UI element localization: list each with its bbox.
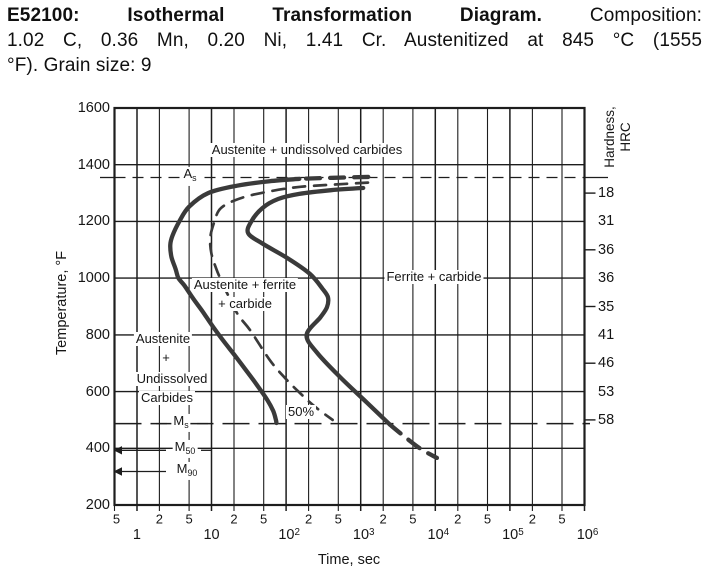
hrc-value-label: 46: [598, 355, 615, 372]
x-axis-minor-tick-label: 5: [185, 511, 193, 527]
y-axis-tick-label: 1000: [77, 270, 110, 287]
caption-line-1: E52100: Isothermal Transformation Diagra…: [7, 3, 702, 28]
hrc-value-label: 31: [598, 213, 615, 230]
curve-fifty-percent-curve: [208, 181, 370, 422]
y-axis-tick-label: 200: [85, 497, 110, 513]
region-label-austenite-ferrite-carbide-line1: Austenite + ferrite: [191, 277, 299, 292]
hrc-value-label: 58: [598, 411, 615, 428]
hrc-value-label: 36: [598, 241, 615, 258]
x-axis-tick-label: 102: [278, 526, 300, 544]
x-axis-tick-label: 103: [352, 526, 375, 544]
x-axis-tick-label: 1: [132, 527, 141, 543]
hrc-value-label: 53: [598, 383, 615, 400]
y-axis-tick-label: 400: [85, 440, 110, 457]
x-axis-minor-tick-label: 5: [558, 511, 566, 527]
x-axis-minor-tick-label: 2: [528, 511, 536, 527]
x-axis-minor-tick-label: 5: [409, 511, 417, 527]
region-label-fifty-percent: 50%: [285, 404, 317, 419]
x-axis-tick-label: 105: [502, 526, 524, 544]
x-axis-minor-tick-label: 2: [230, 511, 238, 527]
hrc-value-label: 18: [598, 185, 615, 202]
region-label-austenite-block-line3: Undissolved: [134, 371, 210, 386]
x-axis-minor-tick-label: 5: [334, 511, 342, 527]
hrc-value-label: 35: [598, 298, 615, 315]
region-label-austenite-block-line4: Carbides: [138, 390, 196, 405]
curve-transformation-finish: [245, 185, 392, 427]
y-axis-title: Temperature, °F: [54, 250, 70, 356]
x-axis-minor-tick-label: 5: [112, 511, 121, 527]
curve-transformation-start-upper: [303, 174, 372, 181]
ref-line-label-Ms: Ms: [171, 412, 191, 432]
region-label-austenite-ferrite-carbide-line2: + carbide: [216, 296, 274, 311]
caption-line-2: 1.02 C, 0.36 Mn, 0.20 Ni, 1.41 Cr. Auste…: [7, 30, 702, 51]
y-axis-tick-label: 600: [85, 383, 110, 400]
x-axis-minor-tick-label: 2: [454, 511, 462, 527]
ref-line-label-M90: M90: [174, 460, 200, 480]
region-label-austenite-block-line1: Austenite: [133, 331, 193, 346]
region-label-ferrite-carbide: Ferrite + carbide: [384, 269, 484, 284]
y-axis-tick-label: 1600: [77, 100, 110, 116]
hrc-value-label: 36: [598, 270, 615, 287]
y-axis-tick-label: 1400: [77, 156, 110, 173]
x-axis-minor-tick-label: 2: [304, 511, 313, 527]
x-axis-tick-label: 106: [576, 526, 599, 544]
x-axis-tick-label: 104: [427, 526, 450, 544]
ref-line-label-As: As: [181, 166, 199, 186]
caption-bold: E52100: Isothermal Transformation Diagra…: [7, 5, 543, 26]
caption-line-3: °F). Grain size: 9: [7, 55, 152, 76]
x-axis-minor-tick-label: 5: [483, 511, 492, 527]
y2-axis-title: Hardness, HRC: [602, 106, 633, 168]
curve-transformation-start: [168, 176, 302, 426]
hrc-value-label: 41: [598, 326, 615, 343]
y-axis-tick-label: 1200: [77, 213, 110, 230]
ref-line-label-M50: M50: [172, 439, 198, 459]
x-axis-minor-tick-label: 5: [260, 511, 268, 527]
y-axis-tick-label: 800: [85, 326, 110, 343]
curve-transformation-finish-lower: [387, 422, 440, 461]
x-axis-minor-tick-label: 2: [379, 511, 387, 527]
x-axis-title: Time, sec: [317, 552, 381, 568]
region-label-austenite-undissolved-carbides: Austenite + undissolved carbides: [209, 142, 405, 157]
figure-caption: E52100: Isothermal Transformation Diagra…: [7, 3, 702, 78]
region-label-austenite-block-line2: +: [160, 350, 172, 365]
caption-rest: Composition:: [542, 5, 703, 26]
x-axis-minor-tick-label: 2: [155, 511, 164, 527]
x-axis-tick-label: 10: [203, 527, 220, 543]
